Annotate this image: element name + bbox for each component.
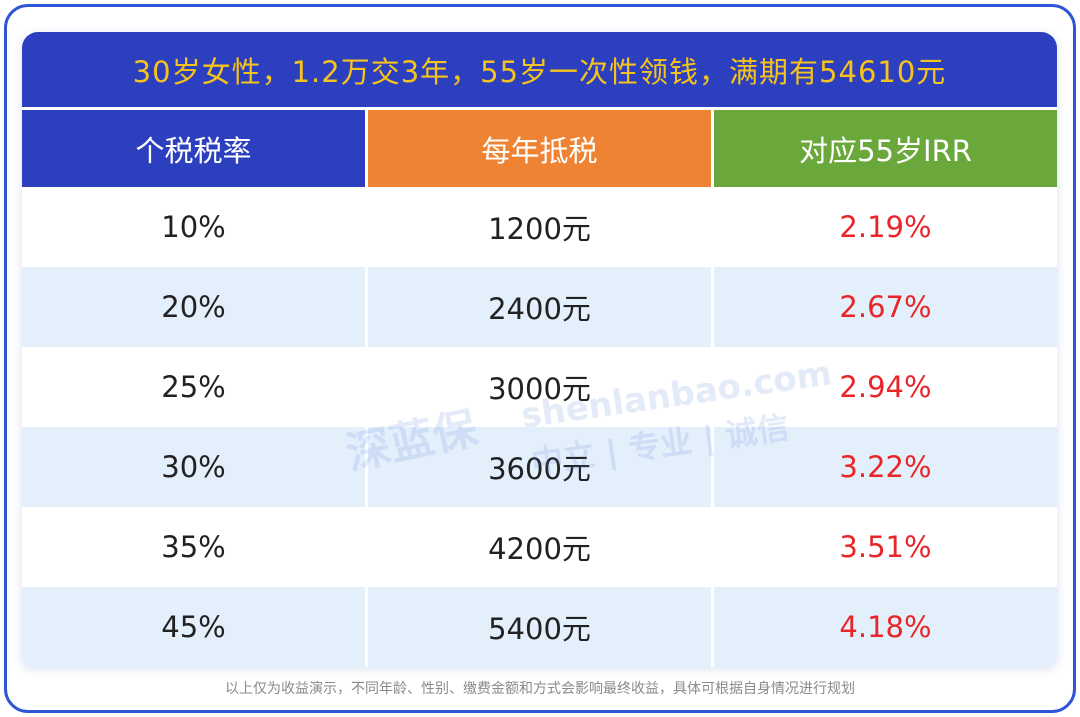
- table-card: 30岁女性，1.2万交3年，55岁一次性领钱，满期有54610元 个税税率 每年抵…: [22, 32, 1057, 667]
- table-cell: 2.94%: [839, 370, 932, 404]
- table-cell: 30%: [22, 427, 365, 507]
- table-cell: 25%: [161, 370, 226, 404]
- table: 个税税率 每年抵税 对应55岁IRR 10% 1200元 2.19% 20% 2400元 2.6…: [22, 110, 1057, 667]
- table-cell: 3600元: [368, 427, 711, 507]
- header-cell: 个税税率: [22, 110, 365, 187]
- table-cell: 3000元: [488, 372, 591, 406]
- footer-note: 以上仅为收益演示，不同年龄、性别、缴费金额和方式会影响最终收益，具体可根据自身情…: [225, 681, 855, 697]
- table-cell: 4.18%: [714, 587, 1057, 667]
- table-cell: 2400元: [368, 267, 711, 347]
- table-cell: 1200元: [488, 212, 591, 246]
- table-cell: 20%: [22, 267, 365, 347]
- title: 30岁女性，1.2万交3年，55岁一次性领钱，满期有54610元: [22, 32, 1057, 107]
- table-cell: 3.51%: [839, 530, 932, 564]
- table-cell: 45%: [22, 587, 365, 667]
- table-cell: 35%: [161, 530, 226, 564]
- header-cell: 每年抵税: [368, 110, 711, 187]
- header-cell: 对应55岁IRR: [714, 110, 1057, 187]
- table-cell: 4200元: [488, 532, 591, 566]
- table-cell: 5400元: [368, 587, 711, 667]
- table-cell: 2.67%: [714, 267, 1057, 347]
- table-cell: 10%: [161, 210, 226, 244]
- table-cell: 2.19%: [839, 210, 932, 244]
- table-cell: 3.22%: [714, 427, 1057, 507]
